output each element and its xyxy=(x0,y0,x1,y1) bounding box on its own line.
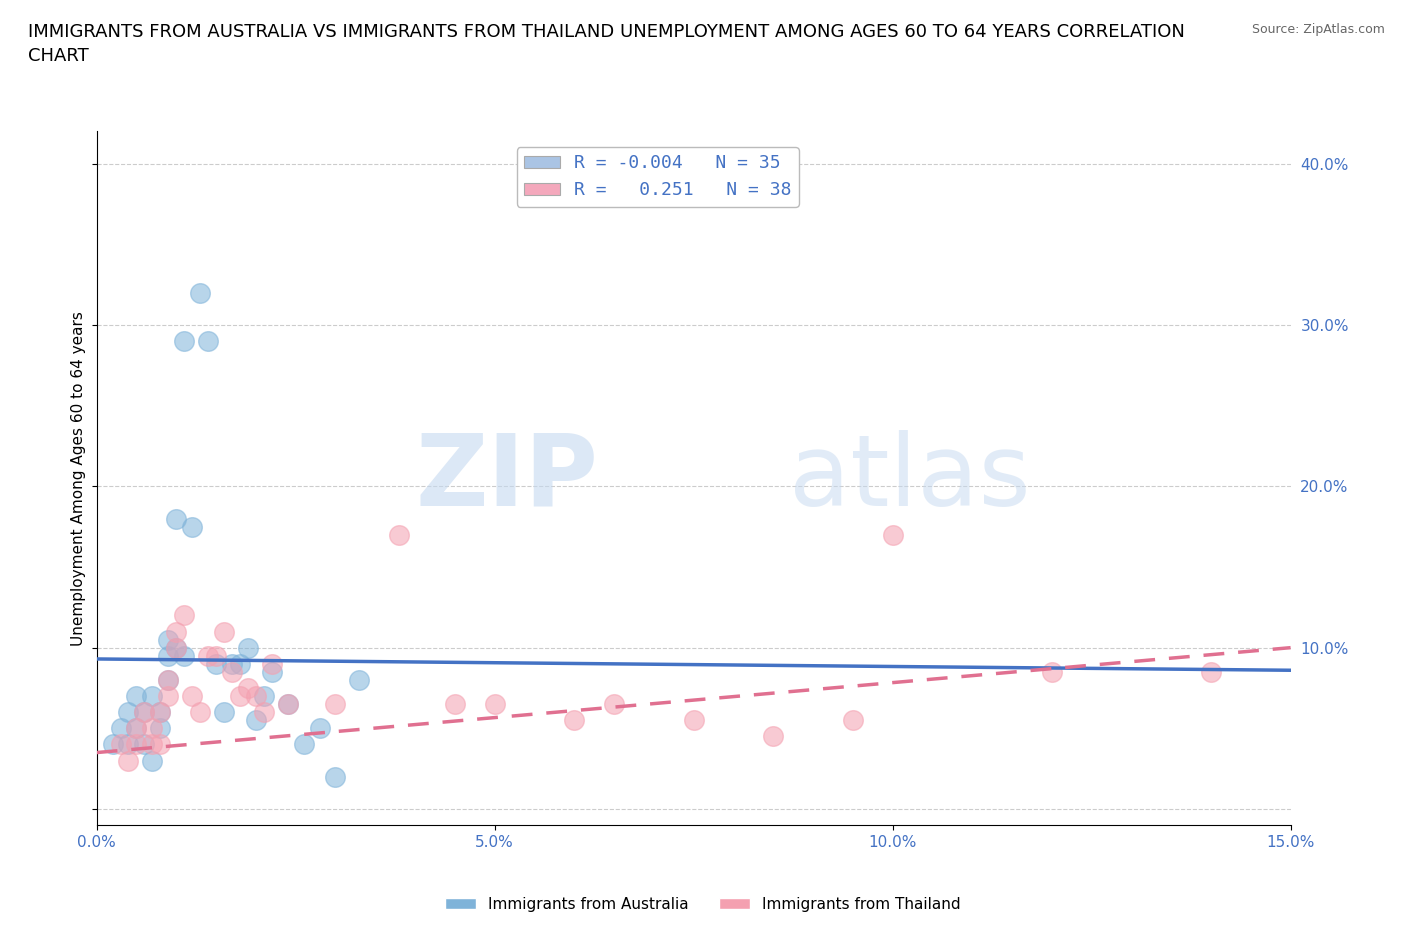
Point xyxy=(149,705,172,720)
Point xyxy=(212,624,235,639)
Point xyxy=(141,753,163,768)
Point xyxy=(253,688,276,703)
Point xyxy=(842,712,865,727)
Point xyxy=(292,737,315,752)
Point xyxy=(181,519,204,534)
Point xyxy=(110,721,132,736)
Point xyxy=(682,712,704,727)
Point xyxy=(882,527,904,542)
Point xyxy=(325,697,347,711)
Point xyxy=(1040,664,1063,679)
Point xyxy=(260,657,283,671)
Point xyxy=(181,688,204,703)
Point xyxy=(205,657,228,671)
Point xyxy=(165,640,187,655)
Point xyxy=(229,657,252,671)
Point xyxy=(236,681,259,696)
Point xyxy=(173,608,195,623)
Point xyxy=(157,688,180,703)
Point xyxy=(165,624,187,639)
Point xyxy=(197,334,219,349)
Point xyxy=(149,705,172,720)
Point xyxy=(1199,664,1222,679)
Point xyxy=(325,769,347,784)
Point xyxy=(173,334,195,349)
Text: atlas: atlas xyxy=(789,430,1031,526)
Point xyxy=(229,688,252,703)
Point xyxy=(197,648,219,663)
Point xyxy=(157,672,180,687)
Point xyxy=(308,721,330,736)
Point xyxy=(125,688,148,703)
Point xyxy=(212,705,235,720)
Point xyxy=(277,697,299,711)
Point xyxy=(157,672,180,687)
Point xyxy=(157,648,180,663)
Point xyxy=(117,753,139,768)
Point xyxy=(388,527,411,542)
Point xyxy=(134,737,156,752)
Point xyxy=(117,705,139,720)
Point xyxy=(117,737,139,752)
Point xyxy=(101,737,124,752)
Point xyxy=(134,705,156,720)
Legend: Immigrants from Australia, Immigrants from Thailand: Immigrants from Australia, Immigrants fr… xyxy=(439,891,967,918)
Point xyxy=(236,640,259,655)
Text: Source: ZipAtlas.com: Source: ZipAtlas.com xyxy=(1251,23,1385,36)
Point xyxy=(277,697,299,711)
Point xyxy=(149,721,172,736)
Point xyxy=(221,657,243,671)
Legend: R = -0.004   N = 35, R =   0.251   N = 38: R = -0.004 N = 35, R = 0.251 N = 38 xyxy=(516,147,799,206)
Point xyxy=(260,664,283,679)
Point xyxy=(221,664,243,679)
Point xyxy=(562,712,585,727)
Point xyxy=(141,688,163,703)
Point xyxy=(125,721,148,736)
Point xyxy=(134,705,156,720)
Point xyxy=(141,721,163,736)
Point xyxy=(253,705,276,720)
Text: IMMIGRANTS FROM AUSTRALIA VS IMMIGRANTS FROM THAILAND UNEMPLOYMENT AMONG AGES 60: IMMIGRANTS FROM AUSTRALIA VS IMMIGRANTS … xyxy=(28,23,1185,65)
Point xyxy=(110,737,132,752)
Y-axis label: Unemployment Among Ages 60 to 64 years: Unemployment Among Ages 60 to 64 years xyxy=(72,311,86,645)
Point xyxy=(205,648,228,663)
Point xyxy=(188,286,211,300)
Point xyxy=(125,737,148,752)
Point xyxy=(603,697,626,711)
Point xyxy=(443,697,465,711)
Point xyxy=(762,729,785,744)
Point xyxy=(245,688,267,703)
Point xyxy=(188,705,211,720)
Point xyxy=(149,737,172,752)
Point xyxy=(141,737,163,752)
Point xyxy=(173,648,195,663)
Point xyxy=(349,672,371,687)
Point xyxy=(165,640,187,655)
Point xyxy=(165,512,187,526)
Point xyxy=(157,632,180,647)
Point xyxy=(245,712,267,727)
Text: ZIP: ZIP xyxy=(415,430,598,526)
Point xyxy=(125,721,148,736)
Point xyxy=(484,697,506,711)
